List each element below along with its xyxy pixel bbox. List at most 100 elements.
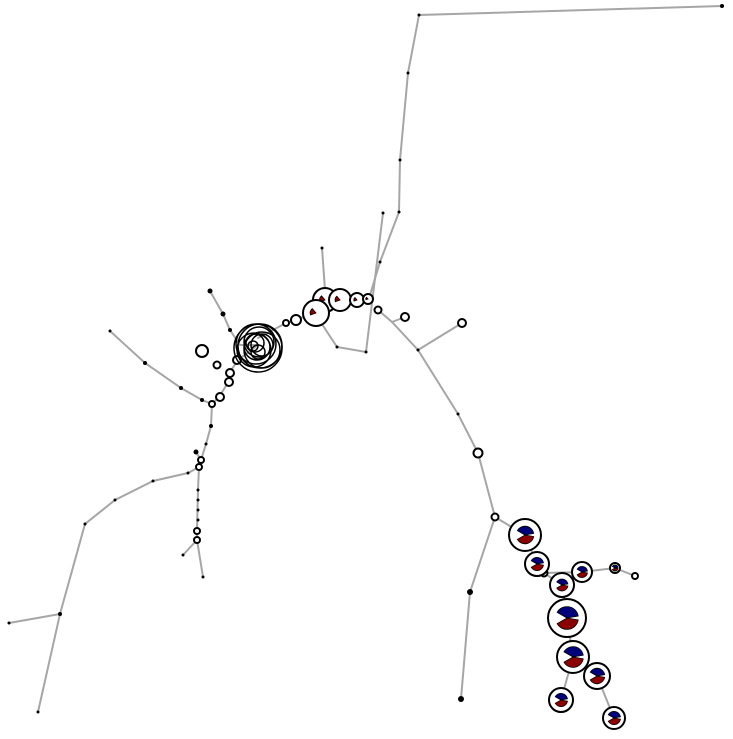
pie-wedge-a — [530, 557, 544, 565]
pie-wedge-a — [607, 711, 621, 719]
node-layer — [7, 4, 724, 730]
ring-node — [195, 463, 203, 471]
leaf-node — [179, 386, 183, 390]
pie-wedge-a — [556, 606, 579, 619]
pie-wedge-a — [556, 578, 569, 586]
cluster-node — [247, 340, 259, 352]
pie-wedge-b — [554, 699, 568, 707]
pie-wedge-b — [530, 563, 544, 571]
pie-node — [571, 561, 593, 583]
cluster-node — [235, 323, 277, 365]
tree-edge — [317, 212, 384, 354]
leaf-node — [458, 696, 464, 702]
edge-layer — [8, 5, 723, 719]
pie-wedge-b — [563, 656, 584, 668]
leaf-node — [456, 412, 460, 416]
pie-node — [524, 551, 550, 577]
ring-node — [400, 312, 410, 322]
leaf-node — [720, 4, 724, 8]
tree-edge — [321, 247, 326, 291]
ring-node — [224, 377, 234, 387]
ring-node — [490, 512, 500, 522]
leaf-node — [335, 345, 339, 349]
pie-wedge-b — [334, 295, 341, 303]
leaf-node — [143, 361, 147, 365]
leaf-node — [209, 424, 213, 428]
leaf-node — [193, 449, 199, 455]
pie-wedge-b — [516, 534, 535, 545]
cluster-node — [243, 326, 275, 358]
pie-wedge-b — [353, 297, 358, 302]
pie-node — [302, 299, 330, 327]
leaf-node — [196, 518, 200, 522]
leaf-node — [228, 328, 232, 332]
pie-node — [328, 288, 352, 312]
leaf-node — [196, 508, 200, 512]
ring-node — [215, 392, 225, 402]
pie-wedge-b — [556, 617, 579, 630]
leaf-node — [108, 329, 112, 333]
pie-wedge-a — [563, 646, 584, 658]
leaf-node — [381, 211, 385, 215]
leaf-node — [378, 260, 382, 264]
leaf-node — [196, 488, 200, 492]
leaf-node — [201, 575, 205, 579]
pie-wedge-a — [576, 566, 588, 573]
pie-node — [609, 562, 621, 574]
leaf-node — [364, 350, 368, 354]
pie-node — [556, 640, 590, 674]
tree-edge — [209, 290, 259, 346]
pie-wedge-b — [309, 307, 317, 316]
leaf-node — [200, 398, 204, 402]
ring-node — [373, 305, 383, 315]
leaf-node — [181, 553, 185, 557]
pie-node — [362, 293, 374, 305]
ring-node — [225, 368, 235, 378]
tree-edge — [417, 322, 463, 351]
ring-node — [472, 447, 484, 459]
pie-node — [549, 572, 575, 598]
pie-wedge-a — [554, 693, 568, 701]
pie-node — [349, 292, 365, 308]
pie-node — [548, 687, 574, 713]
leaf-node — [467, 589, 473, 595]
pie-wedge-b — [589, 675, 606, 685]
ring-node — [195, 344, 209, 358]
leaf-node — [36, 710, 40, 714]
leaf-node — [220, 311, 226, 317]
pie-wedge-b — [365, 296, 369, 301]
leaf-node — [204, 442, 208, 446]
pie-node — [547, 598, 587, 638]
leaf-node — [398, 158, 402, 162]
pie-wedge-a — [516, 525, 535, 536]
leaf-node — [397, 210, 401, 214]
ring-node — [212, 360, 222, 370]
leaf-node — [58, 612, 62, 616]
ring-node — [457, 318, 467, 328]
pie-wedge-b — [576, 571, 588, 578]
ring-node — [193, 536, 201, 544]
pie-node — [602, 706, 626, 730]
leaf-node — [417, 13, 421, 17]
ring-node — [193, 527, 201, 535]
tree-edge — [8, 613, 61, 624]
leaf-node — [151, 479, 155, 483]
ring-node — [290, 314, 302, 326]
ring-node — [282, 319, 290, 327]
pie-wedge-b — [556, 584, 569, 592]
tree-edge — [37, 466, 200, 713]
ring-node — [197, 456, 205, 464]
pie-wedge-b — [607, 717, 621, 725]
cluster-node — [250, 333, 274, 357]
pie-node — [583, 662, 611, 690]
tree-edge — [377, 309, 497, 700]
leaf-node — [196, 498, 200, 502]
pie-node — [508, 518, 542, 552]
tree-edge — [369, 5, 723, 296]
pie-wedge-b — [611, 567, 619, 572]
leaf-node — [416, 348, 420, 352]
pie-wedge-a — [589, 667, 606, 677]
leaf-node — [7, 621, 11, 625]
leaf-node — [406, 71, 410, 75]
